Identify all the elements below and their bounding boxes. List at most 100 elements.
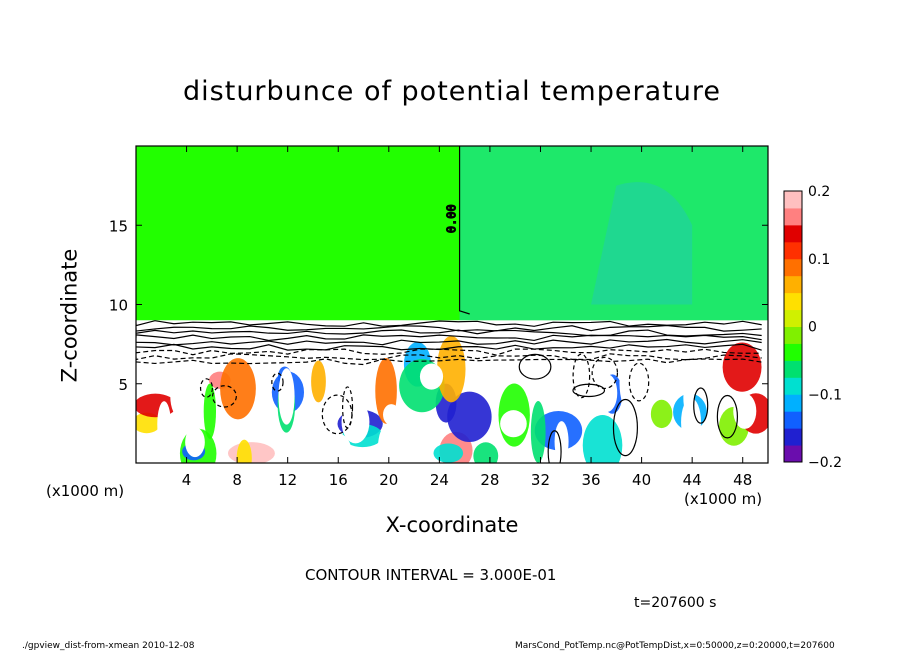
footer-right: MarsCond_PotTemp.nc@PotTempDist,x=0:5000… bbox=[515, 641, 835, 651]
x-tick-label: 32 bbox=[531, 471, 550, 489]
colorbar-segment bbox=[784, 394, 802, 412]
field-cell-neutral bbox=[526, 377, 546, 401]
colorbar-segment bbox=[784, 191, 802, 209]
x-tick-label: 8 bbox=[232, 471, 242, 489]
colorbar-segment bbox=[784, 326, 802, 344]
contour-line bbox=[136, 338, 762, 346]
contour-line bbox=[136, 334, 762, 342]
contour-line bbox=[136, 353, 762, 361]
colorbar-segment bbox=[784, 428, 802, 446]
contour-cell bbox=[271, 372, 284, 392]
field-cell-neutral bbox=[733, 393, 757, 429]
contour-cell bbox=[612, 398, 638, 457]
x-unit-label-right: (x1000 m) bbox=[684, 490, 763, 508]
x-tick-label: 48 bbox=[733, 471, 752, 489]
contour-cell bbox=[693, 387, 709, 424]
contour-line bbox=[136, 320, 762, 327]
colorbar-segment bbox=[784, 445, 802, 463]
colorbar-segment bbox=[784, 241, 802, 260]
colorbar-segment bbox=[784, 207, 802, 226]
field-cell bbox=[220, 358, 256, 420]
colorbar-segment bbox=[784, 292, 802, 311]
contour-cell bbox=[628, 362, 650, 402]
field-cell bbox=[311, 360, 326, 403]
colorbar-tick-label: 0.1 bbox=[808, 252, 830, 268]
field-cell-neutral bbox=[419, 363, 444, 390]
field-cell-neutral bbox=[278, 368, 295, 425]
field-cell-neutral bbox=[383, 404, 400, 426]
x-tick-label: 20 bbox=[379, 471, 398, 489]
chart-title: disturbunce of potential temperature bbox=[183, 76, 721, 107]
contour-zero-line bbox=[458, 146, 470, 315]
colorbar-segment bbox=[784, 411, 802, 429]
contour-cell bbox=[591, 356, 619, 390]
field-cell-neutral bbox=[597, 374, 618, 412]
colorbar-segment bbox=[784, 224, 802, 243]
field-cell-neutral bbox=[170, 375, 190, 418]
field-cell-neutral bbox=[322, 433, 352, 463]
field-cell-neutral bbox=[185, 427, 205, 458]
field-cell bbox=[203, 383, 217, 439]
colorbar-segment bbox=[784, 377, 802, 395]
colorbar-segment bbox=[784, 309, 802, 327]
y-tick-label: 5 bbox=[118, 376, 128, 394]
colorbar-segment bbox=[784, 343, 802, 361]
contour-cell bbox=[212, 385, 237, 408]
field-cell bbox=[530, 401, 546, 463]
field-cell bbox=[136, 412, 161, 434]
x-tick-label: 40 bbox=[632, 471, 651, 489]
field-cell bbox=[437, 336, 466, 403]
field-cell bbox=[447, 391, 492, 443]
contour-line bbox=[136, 324, 762, 332]
colorbar-tick-label: 0.2 bbox=[808, 184, 830, 200]
colorbar-segment bbox=[784, 258, 802, 277]
field-cell bbox=[582, 414, 623, 463]
field-cell bbox=[236, 439, 252, 463]
y-tick-label: 10 bbox=[109, 297, 128, 315]
contour-cell bbox=[716, 394, 739, 439]
footer-left: ./gpview_dist-from-xmean 2010-12-08 bbox=[22, 641, 195, 651]
field-cell bbox=[722, 342, 762, 392]
x-axis-label: X-coordinate bbox=[385, 513, 519, 537]
colorbar-segment bbox=[784, 275, 802, 294]
colorbar-segment bbox=[784, 360, 802, 378]
field-cell-neutral bbox=[690, 432, 709, 462]
x-tick-label: 44 bbox=[683, 471, 702, 489]
x-tick-label: 12 bbox=[278, 471, 297, 489]
contour-cell bbox=[572, 383, 606, 398]
contour-cell bbox=[572, 353, 591, 399]
y-tick-label: 15 bbox=[109, 217, 128, 235]
field-cell-neutral bbox=[500, 410, 527, 438]
x-tick-label: 16 bbox=[329, 471, 348, 489]
colorbar-tick-label: −0.1 bbox=[808, 387, 842, 403]
field-cell-neutral bbox=[377, 427, 391, 463]
contour-interval-text: CONTOUR INTERVAL = 3.000E-01 bbox=[305, 566, 557, 584]
field-cell-neutral bbox=[157, 401, 171, 448]
contour-label: 0.00 bbox=[445, 204, 459, 233]
contour-cell bbox=[199, 378, 213, 398]
colorbar-frame bbox=[783, 190, 803, 463]
contour-cell bbox=[547, 430, 562, 463]
x-tick-label: 28 bbox=[480, 471, 499, 489]
field-cell bbox=[473, 442, 499, 463]
contour-line bbox=[136, 348, 762, 356]
time-label: t=207600 s bbox=[634, 595, 717, 611]
x-tick-label: 4 bbox=[182, 471, 192, 489]
x-tick-label: 36 bbox=[581, 471, 600, 489]
field-cell-neutral bbox=[341, 400, 370, 444]
contour-cell bbox=[518, 353, 552, 380]
x-unit-label-left: (x1000 m) bbox=[46, 482, 125, 500]
field-upper-patch bbox=[591, 182, 693, 305]
colorbar-tick-label: −0.2 bbox=[808, 455, 842, 471]
field-cell bbox=[433, 443, 464, 463]
field-cell bbox=[650, 399, 673, 429]
x-tick-label: 24 bbox=[430, 471, 449, 489]
contour-line bbox=[136, 329, 762, 337]
field-cell-neutral bbox=[683, 380, 695, 416]
field-cell-neutral bbox=[554, 421, 569, 463]
contour-cell bbox=[321, 394, 353, 435]
contour-line bbox=[136, 358, 762, 366]
colorbar-tick-label: 0 bbox=[808, 320, 817, 336]
